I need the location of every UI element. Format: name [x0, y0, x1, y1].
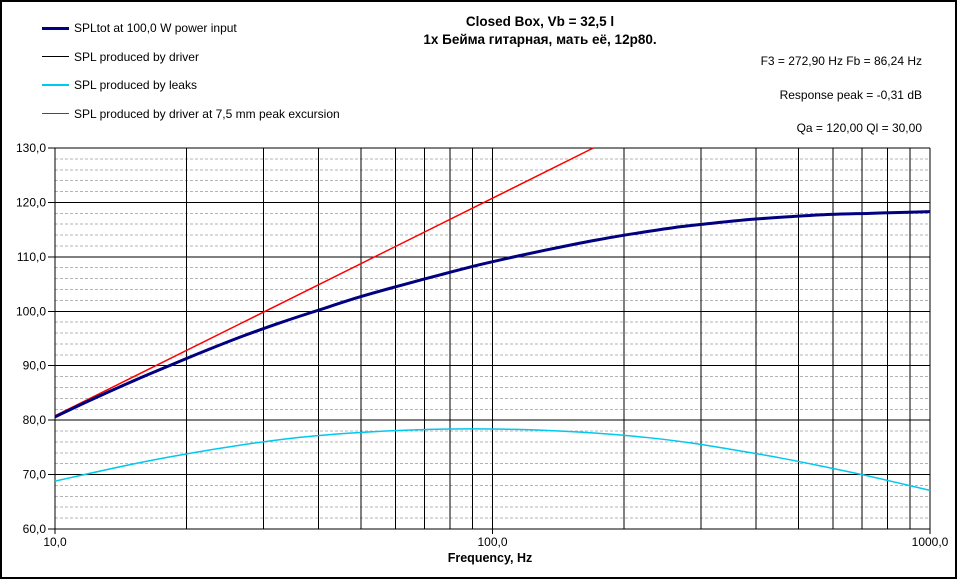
- param-qa-ql: Qa = 120,00 Ql = 30,00: [796, 121, 922, 135]
- y-tick-label: 60,0: [23, 522, 47, 536]
- x-axis-title: Frequency, Hz: [447, 551, 533, 565]
- param-response-peak: Response peak = -0,31 dB: [779, 88, 922, 102]
- legend: SPLtot at 100,0 W power input SPL produc…: [42, 21, 340, 135]
- spltot-curve: [54, 210, 931, 419]
- chart-title: Closed Box, Vb = 32,5 l 1x Бейма гитарна…: [340, 13, 740, 49]
- legend-label-driver: SPL produced by driver: [74, 49, 199, 64]
- y-tick-label: 100,0: [16, 304, 46, 318]
- legend-label-spltot: SPLtot at 100,0 W power input: [74, 21, 237, 35]
- driver-line-sample: [42, 56, 69, 57]
- spltot-line-sample: [42, 26, 69, 30]
- y-tick-label: 110,0: [17, 250, 46, 264]
- leaks-line-sample: [42, 84, 69, 86]
- chart-title-line2: 1x Бейма гитарная, мать её, 12p80.: [423, 32, 657, 47]
- y-tick-label: 130,0: [16, 141, 46, 155]
- leaks-curve: [54, 428, 931, 492]
- y-tick-label: 90,0: [23, 359, 47, 373]
- excursion-line-sample: [42, 112, 69, 115]
- x-tick-label: 1000,0: [912, 535, 949, 549]
- legend-item-driver: SPL produced by driver: [42, 50, 340, 64]
- legend-label-leaks: SPL produced by leaks: [74, 78, 197, 92]
- legend-label-excursion: SPL produced by driver at 7,5 mm peak ex…: [74, 106, 340, 121]
- x-tick-label: 100,0: [477, 535, 507, 549]
- y-tick-label: 80,0: [23, 413, 47, 427]
- legend-item-excursion: SPL produced by driver at 7,5 mm peak ex…: [42, 107, 340, 121]
- legend-item-spltot: SPLtot at 100,0 W power input: [42, 21, 340, 35]
- y-tick-label: 70,0: [23, 468, 47, 482]
- y-tick-label: 120,0: [16, 195, 46, 209]
- excursion-limit-curve: [54, 147, 594, 417]
- x-tick-label: 10,0: [43, 535, 67, 549]
- legend-item-leaks: SPL produced by leaks: [42, 78, 340, 92]
- param-f3-fb: F3 = 272,90 Hz Fb = 86,24 Hz: [760, 54, 922, 68]
- chart-title-line1: Closed Box, Vb = 32,5 l: [465, 14, 615, 29]
